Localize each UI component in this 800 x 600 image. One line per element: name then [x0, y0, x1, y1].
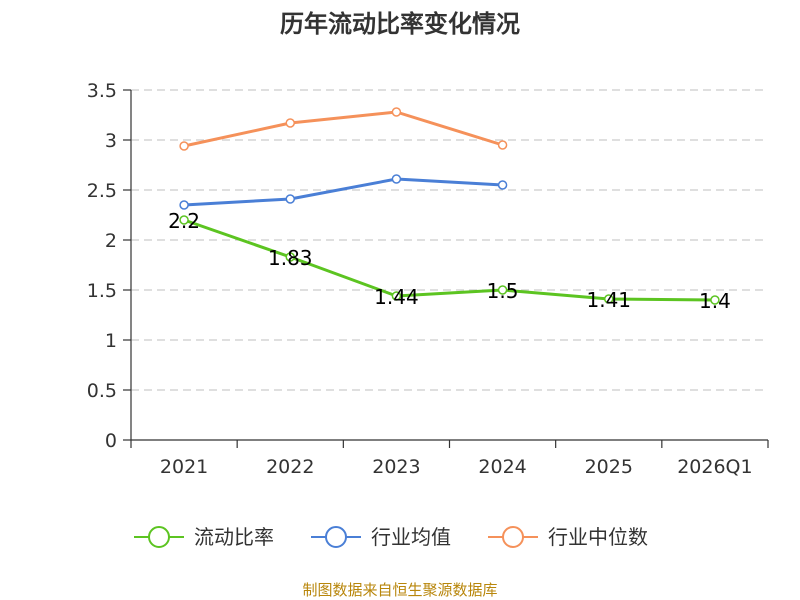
data-label: 1.4	[699, 289, 731, 313]
data-point[interactable]	[285, 118, 295, 128]
data-point[interactable]	[604, 294, 614, 304]
legend-label: 行业均值	[371, 525, 451, 549]
data-point[interactable]	[391, 291, 402, 301]
legend[interactable]: 流动比率 行业均值 行业中位数	[134, 525, 648, 549]
data-point[interactable]	[497, 180, 508, 190]
y-tick-label: 0	[105, 430, 117, 452]
data-point[interactable]	[497, 285, 508, 295]
legend-label: 流动比率	[194, 525, 274, 549]
data-label: 1.44	[374, 285, 419, 309]
x-tick-label: 2022	[266, 456, 314, 478]
y-tick-label: 1.5	[87, 280, 117, 302]
x-tick-label: 2023	[372, 456, 420, 478]
series-line	[183, 110, 504, 148]
data-point[interactable]	[391, 174, 402, 184]
data-label: 1.41	[586, 288, 631, 312]
data-label: 1.83	[268, 246, 313, 270]
x-tick-label: 2026Q1	[677, 456, 752, 478]
series-line	[183, 218, 715, 302]
grid-lines	[131, 89, 768, 391]
x-tick-label: 2024	[478, 456, 526, 478]
legend-item[interactable]: 行业中位数	[488, 525, 648, 549]
y-tick-label: 3.5	[87, 80, 117, 102]
data-point[interactable]	[285, 252, 295, 262]
data-label: 1.5	[487, 279, 519, 303]
legend-item[interactable]: 流动比率	[134, 525, 274, 549]
legend-marker-icon	[148, 526, 170, 548]
series-layer	[179, 107, 720, 305]
data-point[interactable]	[179, 200, 189, 210]
legend-item[interactable]: 行业均值	[311, 525, 451, 549]
series-1	[179, 174, 508, 210]
data-point[interactable]	[497, 140, 508, 150]
legend-marker-icon	[502, 526, 524, 548]
y-tick-label: 2.5	[87, 180, 117, 202]
series-0	[179, 215, 720, 305]
y-tick-label: 2	[105, 230, 117, 252]
series-line	[183, 177, 503, 207]
data-label: 2.2	[168, 209, 200, 233]
data-point[interactable]	[391, 107, 402, 117]
data-point[interactable]	[710, 295, 720, 305]
data-point[interactable]	[179, 141, 189, 151]
legend-label: 行业中位数	[548, 525, 648, 549]
data-point[interactable]	[285, 194, 295, 204]
x-tick-label: 2025	[585, 456, 633, 478]
x-tick-label: 2021	[160, 456, 208, 478]
y-tick-label: 3	[105, 130, 117, 152]
legend-marker-icon	[325, 526, 347, 548]
chart-title: 历年流动比率变化情况	[280, 10, 520, 38]
data-point[interactable]	[179, 215, 189, 225]
axes: 0 0.5 1 1.5 2 2.5 3 3.5 2021 2022 2023 2024 2025 2026…	[87, 80, 769, 478]
data-labels: 2.2 1.83 1.44 1.5 1.41 1.4	[168, 209, 731, 313]
series-2	[179, 107, 508, 151]
y-tick-label: 0.5	[87, 380, 117, 402]
y-tick-label: 1	[105, 330, 117, 352]
source-note: 制图数据来自恒生聚源数据库	[302, 581, 497, 599]
